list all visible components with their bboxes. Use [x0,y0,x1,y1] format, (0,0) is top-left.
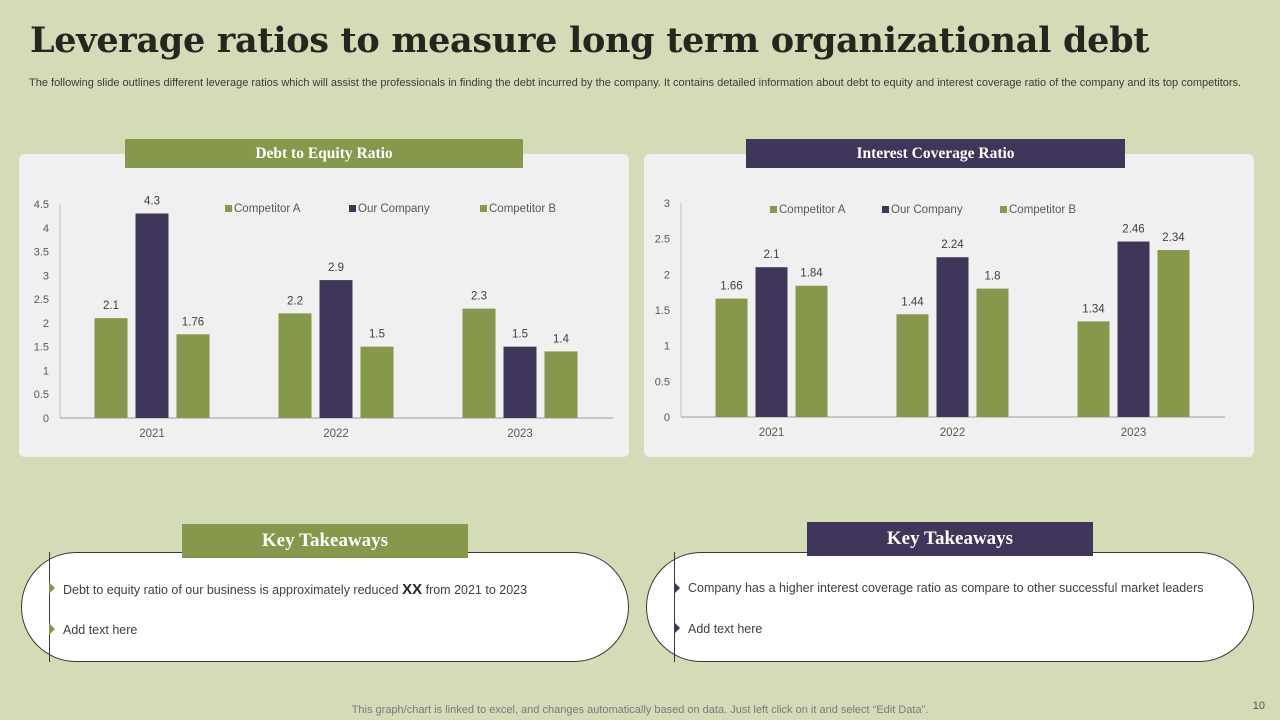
legend-swatch [480,205,487,212]
bar [544,351,578,418]
page-number: 10 [1252,700,1265,712]
legend-label: Competitor B [489,203,556,215]
takeaway-item: Debt to equity ratio of our business is … [63,581,527,598]
y-tick-label: 2 [43,318,49,330]
y-tick-label: 3 [43,270,49,282]
data-label: 2.1 [103,300,119,312]
key-takeaways-header-left: Key Takeaways [182,524,468,558]
y-tick-label: 0.5 [34,389,49,401]
x-tick-label: 2023 [507,428,533,440]
data-label: 2.46 [1122,224,1144,236]
data-label: 1.44 [901,296,924,308]
debt-equity-chart-panel[interactable]: 0 0.5 1 1.5 2 2.5 3 3.5 4 4.5 2021 2.1 4.3 1.76 2022 2.… [19,154,629,457]
data-label: 2.9 [328,262,344,274]
interest-coverage-chart-title: Interest Coverage Ratio [746,139,1125,168]
bar [94,318,128,418]
x-tick-label: 2023 [1121,427,1147,439]
y-tick-label: 2 [664,269,670,281]
interest-coverage-chart[interactable]: 0 0.5 1 1.5 2 2.5 3 2021 1.66 2.1 1.84 2022 1.44 2.24… [644,154,1254,457]
bullet-marker-icon [49,582,55,594]
bar [1157,250,1190,417]
bar [715,298,748,417]
y-tick-label: 2.5 [655,234,670,246]
bar [503,346,537,418]
y-tick-label: 0.5 [655,376,670,388]
bar [176,334,210,418]
y-tick-label: 1.5 [34,342,49,354]
y-tick-label: 4.5 [34,199,49,211]
page-subtitle: The following slide outlines different l… [29,77,1242,89]
data-label: 2.24 [941,239,964,251]
data-label: 1.76 [182,316,204,328]
bullet-marker-icon [674,582,680,594]
y-tick-label: 0 [664,412,670,424]
footer-note: This graph/chart is linked to excel, and… [351,704,929,716]
y-tick-label: 1.5 [655,305,670,317]
bar [795,285,828,417]
y-tick-label: 3.5 [34,247,49,259]
takeaway-item: Company has a higher interest coverage r… [688,581,1204,595]
data-label: 1.66 [720,281,742,293]
debt-equity-chart[interactable]: 0 0.5 1 1.5 2 2.5 3 3.5 4 4.5 2021 2.1 4.3 1.76 2022 2.… [19,154,629,457]
takeaway-text: from 2021 to 2023 [425,583,528,597]
bullet-marker-icon [674,622,680,634]
legend-label: Competitor A [234,203,301,215]
bar [1077,321,1110,417]
bar [1117,241,1150,417]
legend-label: Our Company [358,203,430,215]
data-label: 1.4 [553,333,570,345]
bar [976,288,1009,417]
bar [896,314,929,417]
data-label: 2.1 [764,249,780,261]
legend-swatch [770,206,777,213]
legend-label: Competitor A [779,204,846,216]
legend-swatch [225,205,232,212]
bullet-marker-icon [49,623,55,635]
bar [135,213,169,418]
takeaway-item: Add text here [63,623,138,637]
legend-swatch [349,205,356,212]
legend-label: Competitor B [1009,204,1076,216]
bar [319,280,353,418]
bar [278,313,312,418]
data-label: 2.3 [471,291,487,303]
bar [360,346,394,418]
legend-swatch [882,206,889,213]
data-label: 4.3 [144,196,160,208]
debt-equity-chart-title: Debt to Equity Ratio [125,139,523,168]
takeaway-highlight: XX [402,581,423,598]
y-tick-label: 2.5 [34,294,49,306]
takeaway-text: Debt to equity ratio of our business is … [63,583,399,597]
divider-line [674,552,675,662]
takeaway-item: Add text here [688,622,763,636]
data-label: 1.84 [800,268,823,280]
y-tick-label: 4 [43,223,49,235]
x-tick-label: 2021 [759,427,785,439]
data-label: 2.2 [287,295,303,307]
data-label: 1.5 [369,329,385,341]
divider-line [49,552,50,662]
y-tick-label: 1 [43,365,49,377]
bar [755,267,788,417]
x-tick-label: 2021 [139,428,165,440]
key-takeaways-header-right: Key Takeaways [807,522,1093,556]
page-title: Leverage ratios to measure long term org… [30,20,1150,61]
y-tick-label: 1 [664,341,670,353]
bar [936,257,969,417]
data-label: 1.8 [985,271,1001,283]
takeaways-box-left: Debt to equity ratio of our business is … [21,552,629,662]
data-label: 2.34 [1162,232,1185,244]
bar [462,308,496,418]
data-label: 1.34 [1082,303,1105,315]
takeaways-box-right: Company has a higher interest coverage r… [646,552,1254,662]
legend-swatch [1000,206,1007,213]
interest-coverage-chart-panel[interactable]: 0 0.5 1 1.5 2 2.5 3 2021 1.66 2.1 1.84 2022 1.44 2.24… [644,154,1254,457]
x-tick-label: 2022 [323,428,349,440]
data-label: 1.5 [512,329,528,341]
y-tick-label: 0 [43,413,49,425]
x-tick-label: 2022 [940,427,966,439]
y-tick-label: 3 [664,198,670,210]
legend-label: Our Company [891,204,963,216]
